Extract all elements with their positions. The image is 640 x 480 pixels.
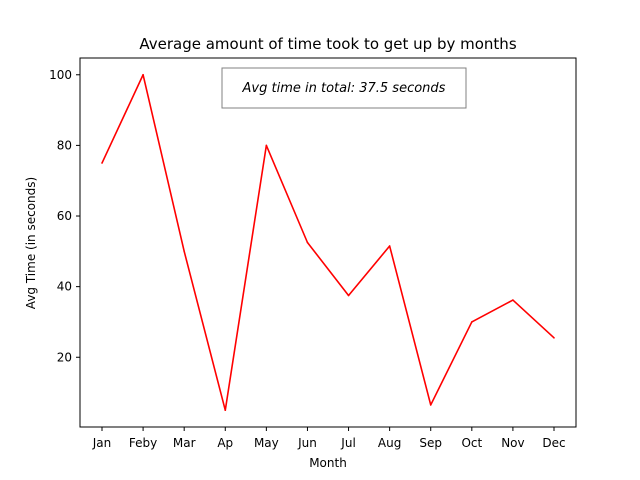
data-point-dec — [553, 337, 555, 339]
data-point-aug — [388, 245, 391, 247]
data-point-may — [265, 144, 268, 147]
x-tick-label-mar: Mar — [173, 436, 196, 450]
x-tick-label-oct: Oct — [461, 436, 482, 450]
data-point-ap — [224, 409, 227, 412]
data-point-jan — [101, 162, 103, 164]
x-tick-label-feby: Feby — [129, 436, 157, 450]
y-tick-label-40: 40 — [57, 280, 72, 294]
y-tick-label-20: 20 — [57, 350, 72, 364]
data-point-mar — [183, 250, 185, 253]
x-tick-label-jan: Jan — [92, 436, 112, 450]
x-tick-label-jun: Jun — [297, 436, 317, 450]
x-tick-label-nov: Nov — [501, 436, 524, 450]
x-axis-label: Month — [309, 456, 347, 470]
x-tick-label-jul: Jul — [340, 436, 355, 450]
data-point-jul — [347, 294, 350, 297]
y-tick-label-80: 80 — [57, 138, 72, 152]
annotation-box: Avg time in total: 37.5 seconds — [221, 67, 467, 109]
x-tick-label-aug: Aug — [378, 436, 401, 450]
data-point-sep — [429, 404, 432, 406]
x-tick-label-may: May — [254, 436, 279, 450]
data-point-jun — [306, 241, 309, 244]
y-tick-label-100: 100 — [49, 68, 72, 82]
data-point-oct — [471, 321, 473, 323]
plot-area-frame — [79, 57, 577, 428]
y-tick-label-60: 60 — [57, 209, 72, 223]
data-point-nov — [512, 299, 514, 301]
x-tick-label-sep: Sep — [419, 436, 442, 450]
y-axis-label: Avg Time (in seconds) — [24, 177, 38, 309]
x-tick-label-dec: Dec — [542, 436, 565, 450]
x-tick-label-ap: Ap — [217, 436, 233, 450]
data-point-feby — [142, 73, 144, 76]
chart-title: Average amount of time took to get up by… — [139, 35, 516, 53]
series-line-0 — [101, 73, 555, 412]
annotation-frame — [221, 67, 467, 109]
annotation-text: Avg time in total: 37.5 seconds — [242, 81, 446, 96]
